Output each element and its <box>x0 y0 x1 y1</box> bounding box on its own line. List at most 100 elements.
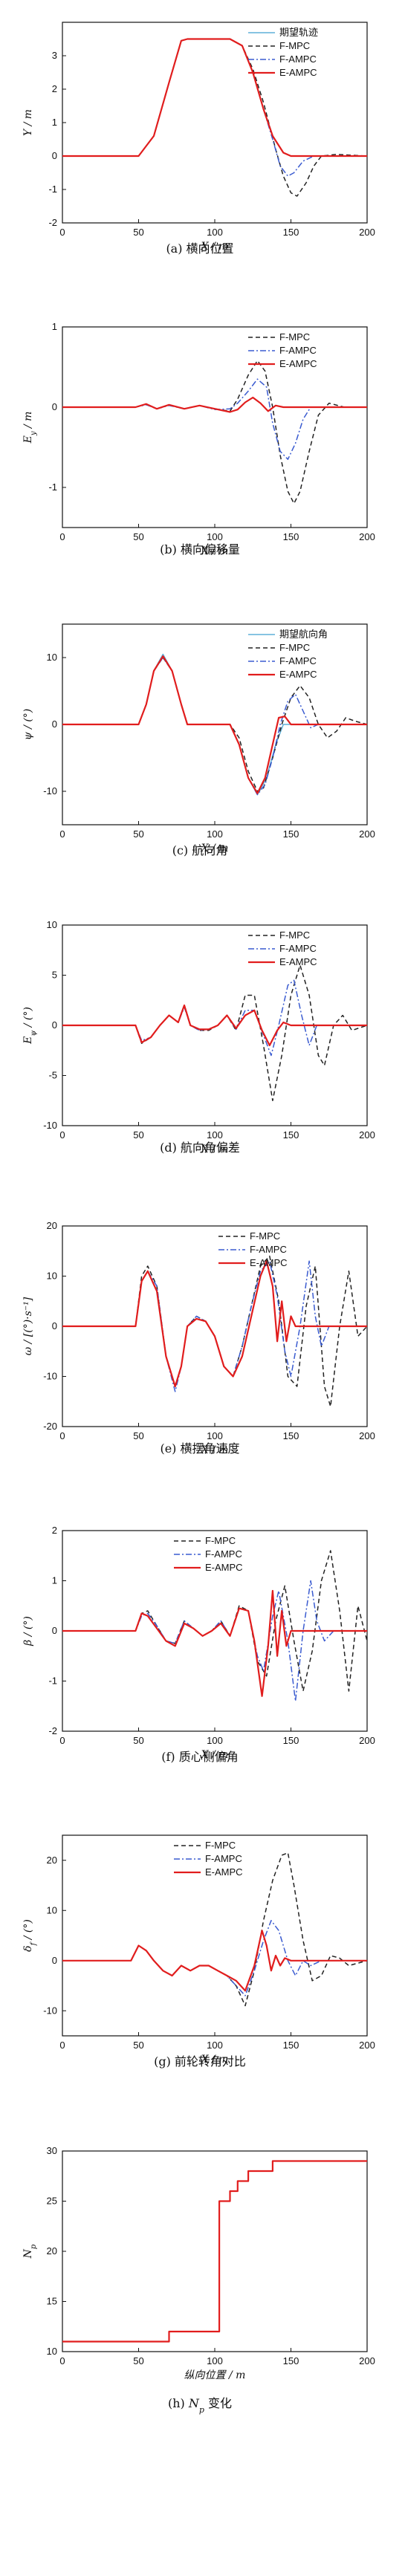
y-tick-label: 0 <box>52 1019 57 1031</box>
legend-label: F-MPC <box>279 642 310 653</box>
y-tick-label: -2 <box>48 1725 57 1736</box>
series-line-1 <box>62 979 367 1057</box>
panel-caption: (b) 横向偏移量 <box>160 542 240 557</box>
chart-panel: 0 50 100 150 200 -2 -1 0 1 2 X / m β / (°) F-MPC F-AM… <box>22 1525 375 1764</box>
x-tick-label: 50 <box>133 2355 143 2366</box>
y-tick-label: 20 <box>47 1855 57 1866</box>
x-tick-label: 200 <box>359 2355 375 2366</box>
y-tick-label: 20 <box>47 1220 57 1231</box>
x-tick-label: 150 <box>283 1430 299 1441</box>
y-tick-label: -10 <box>43 785 57 797</box>
x-tick-label: 100 <box>207 828 223 840</box>
y-tick-label: 1 <box>52 117 57 128</box>
y-tick-label: -5 <box>48 1070 57 1081</box>
legend: F-MPC F-AMPC E-AMPC <box>174 1535 243 1573</box>
legend-label: E-AMPC <box>205 1866 243 1878</box>
legend-label: E-AMPC <box>279 669 317 680</box>
y-tick-label: 1 <box>52 321 57 332</box>
legend-label: F-MPC <box>205 1535 236 1546</box>
x-tick-label: 0 <box>59 2355 65 2366</box>
legend-label: E-AMPC <box>279 358 317 369</box>
x-tick-label: 50 <box>133 828 143 840</box>
legend-label: E-AMPC <box>250 1257 288 1268</box>
x-axis-label: X / m <box>201 843 229 854</box>
x-axis-label: 纵向位置 / m <box>184 2369 246 2381</box>
x-tick-label: 200 <box>359 1430 375 1441</box>
series-line-0 <box>62 2160 367 2343</box>
x-axis-label: X / m <box>201 545 229 557</box>
x-axis-label: X / m <box>201 1444 229 1456</box>
chart-panel: 0 50 100 150 200 -1 0 1 X / m Ey / m F-MPC F-AMPC E-… <box>22 321 375 557</box>
y-tick-label: 0 <box>52 718 57 730</box>
y-tick-label: 0 <box>52 1955 57 1966</box>
x-axis-label: X / m <box>201 1749 229 1761</box>
x-tick-label: 100 <box>207 1735 223 1746</box>
x-tick-label: 50 <box>133 2040 143 2051</box>
x-tick-label: 150 <box>283 1735 299 1746</box>
y-tick-label: -10 <box>43 1120 57 1131</box>
legend-label: F-AMPC <box>205 1548 242 1560</box>
series-line-0 <box>62 1255 367 1407</box>
legend-label: E-AMPC <box>279 956 317 967</box>
x-tick-label: 200 <box>359 1735 375 1746</box>
y-tick-label: 0 <box>52 1320 57 1331</box>
legend: F-MPC F-AMPC E-AMPC <box>218 1230 288 1268</box>
x-tick-label: 50 <box>133 531 143 542</box>
legend-label: F-AMPC <box>205 1853 242 1864</box>
legend: F-MPC F-AMPC E-AMPC <box>248 929 317 967</box>
x-tick-label: 150 <box>283 828 299 840</box>
x-tick-label: 200 <box>359 227 375 238</box>
y-tick-label: 30 <box>47 2145 57 2156</box>
chart-panel: 0 50 100 150 200 10 15 20 25 30 纵向位置 / m Np (h) Np 变… <box>22 2145 375 2415</box>
panel-caption: (g) 前轮转角对比 <box>154 2054 246 2069</box>
chart-panel: 0 50 100 150 200 -10 0 10 X / m ψ / (°) 期望航向角 F-MPC… <box>22 623 375 857</box>
series-line-0 <box>62 1550 367 1692</box>
x-axis-label: X / m <box>201 1143 229 1155</box>
series-line-2 <box>62 657 367 796</box>
y-tick-label: 10 <box>47 919 57 930</box>
y-tick-label: -1 <box>48 481 57 493</box>
legend-label: F-AMPC <box>279 655 317 666</box>
y-tick-label: 2 <box>52 83 57 94</box>
series-line-2 <box>62 1930 367 1992</box>
y-axis-label: Eψ / (°) <box>22 1007 38 1045</box>
panel-caption: (d) 航向角偏差 <box>160 1141 240 1155</box>
y-tick-label: 15 <box>47 2296 57 2307</box>
x-tick-label: 100 <box>207 2355 223 2366</box>
x-tick-label: 50 <box>133 227 143 238</box>
legend-label: F-AMPC <box>279 53 317 65</box>
x-tick-label: 150 <box>283 1129 299 1141</box>
y-axis-label: Np <box>22 2244 38 2259</box>
series-line-3 <box>62 38 367 158</box>
x-axis-label: X / m <box>201 241 229 253</box>
legend-label: F-MPC <box>205 1840 236 1851</box>
x-tick-label: 100 <box>207 1129 223 1141</box>
legend-label: F-MPC <box>250 1230 280 1242</box>
chart-panel: 0 50 100 150 200 -20 -10 0 10 20 X / m ω / [(°)·s⁻¹… <box>22 1220 375 1456</box>
legend-label: 期望轨迹 <box>279 27 318 38</box>
panel-caption: (h) Np 变化 <box>168 2396 232 2415</box>
series-line-1 <box>62 378 367 460</box>
x-tick-label: 0 <box>59 2040 65 2051</box>
legend: 期望轨迹 F-MPC F-AMPC E-AMPC <box>248 27 318 78</box>
y-tick-label: 10 <box>47 1271 57 1282</box>
panel-caption: (c) 航向角 <box>172 843 228 857</box>
y-tick-label: 20 <box>47 2245 57 2257</box>
panel-caption: (e) 横摆角速度 <box>160 1441 239 1456</box>
x-tick-label: 150 <box>283 227 299 238</box>
series-line-0 <box>62 964 367 1102</box>
y-tick-label: -2 <box>48 217 57 228</box>
series-line-3 <box>62 655 367 794</box>
x-tick-label: 0 <box>59 531 65 542</box>
legend-label: F-MPC <box>279 40 310 51</box>
x-tick-label: 0 <box>59 1430 65 1441</box>
y-tick-label: 5 <box>52 970 57 981</box>
x-tick-label: 50 <box>133 1735 143 1746</box>
x-tick-label: 150 <box>283 2355 299 2366</box>
y-tick-label: -10 <box>43 1371 57 1382</box>
y-tick-label: 10 <box>47 2346 57 2357</box>
y-tick-label: 0 <box>52 150 57 161</box>
y-axis-label: ω / [(°)·s⁻¹] <box>22 1297 34 1355</box>
